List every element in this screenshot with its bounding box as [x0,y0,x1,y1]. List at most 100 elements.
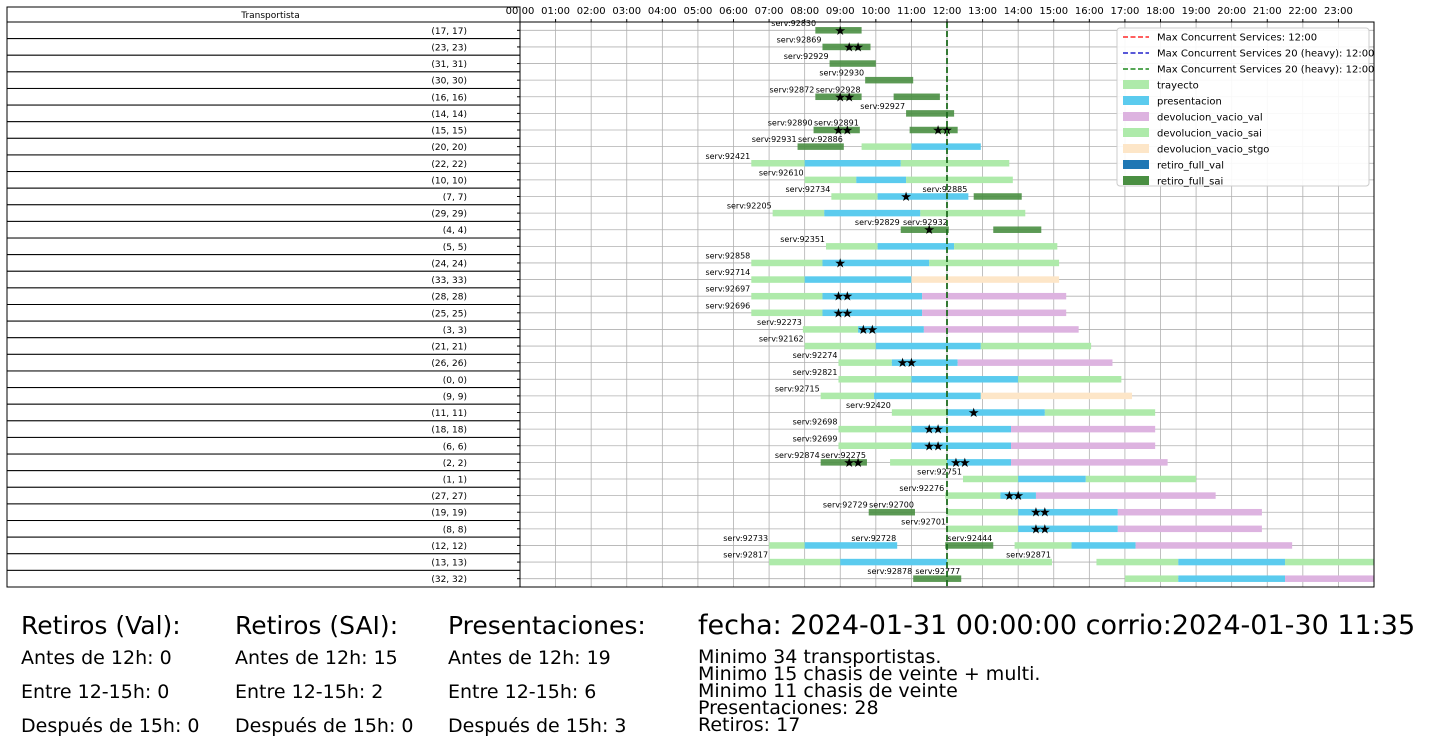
service-label: serv:92869 [777,35,822,44]
bar-trayecto [963,475,1019,483]
run-date-header: fecha: 2024-01-31 00:00:00 corrio:2024-0… [698,610,1416,641]
legend-label: presentacion [1157,97,1222,108]
bar-retiro-full-sai [909,126,958,134]
legend-box [1116,27,1370,187]
row-label: (11, 11) [431,409,467,419]
star-marker: ★ [950,456,962,471]
bar-trayecto [772,209,825,217]
x-tick-label: 21:00 [1253,6,1282,17]
bar-presentacion [1018,525,1118,533]
row-label: (21, 21) [431,343,467,353]
bar-presentacion [1000,492,1036,499]
row-label: (8, 8) [443,525,467,535]
info-line: Minimo 34 transportistas. [698,646,942,668]
bar-presentacion [856,176,907,184]
legend-swatch [1123,176,1149,185]
bar-retiro-full-sai [973,193,1022,200]
service-label: serv:92700 [869,501,914,510]
bar-trayecto [751,160,805,167]
bar-presentacion [804,160,901,167]
star-marker: ★ [852,456,864,471]
summary-pres-despues: Después de 15h: 3 [448,715,627,737]
service-label: serv:92274 [793,351,838,360]
bar-retiro-full-sai [993,226,1042,233]
bar-trayecto [1014,542,1072,549]
bar-trayecto [1096,558,1179,566]
x-tick-label: 23:00 [1324,6,1353,17]
service-label: serv:92696 [705,301,750,310]
bar-presentacion [804,276,912,283]
bar-trayecto [891,409,947,416]
bar-retiro-full-sai [813,126,860,134]
bar-trayecto [769,542,805,549]
bar-devolucion-vacio-sai [906,176,1013,184]
bar-trayecto [751,309,823,317]
x-tick-label: 15:00 [1039,6,1068,17]
star-marker: ★ [842,306,854,321]
service-label: serv:92829 [855,218,900,227]
service-label: serv:92205 [727,202,772,211]
star-marker: ★ [932,124,944,139]
row-label: (10, 10) [431,176,467,186]
bar-retiro-full-sai [906,110,955,117]
legend-label: devolucion_vacio_sai [1157,129,1262,140]
legend-label: retiro_full_val [1157,161,1224,172]
row-label: (15, 15) [431,127,467,137]
service-label: serv:92930 [819,69,864,78]
star-marker: ★ [833,290,845,305]
service-label: serv:92698 [793,418,838,427]
bar-trayecto [751,276,805,283]
gantt-chart: Transportista (17, 17) (23, 23) (31, 31) (30… [6,6,1375,588]
row-label: (7, 7) [443,193,467,203]
row-label: (6, 6) [443,442,467,452]
legend-label: Max Concurrent Services 20 (heavy): 12:0… [1157,49,1374,60]
summary-presentaciones: Presentaciones: Antes de 12h: 19 Entre 1… [448,611,646,743]
bar-devolucion-vacio-sai [1044,409,1156,416]
bar-trayecto [1124,575,1179,582]
bar-trayecto [838,442,912,449]
summary-sai-despues: Después de 15h: 0 [235,715,414,737]
info-line: Minimo 11 chasis de veinte [698,680,958,702]
service-label: serv:92874 [775,451,820,460]
star-marker: ★ [900,190,912,205]
bar-presentacion [1071,542,1136,549]
service-label: serv:92885 [923,185,968,194]
row-label: (14, 14) [431,110,467,120]
bar-presentacion [875,342,981,350]
star-marker: ★ [858,323,870,338]
bar-presentacion [877,243,955,250]
x-tick-label: 04:00 [648,6,677,17]
service-label: serv:92891 [814,119,859,128]
row-label: (32, 32) [431,575,467,585]
bar-devolucion-vacio-sai [954,243,1058,250]
bar-trayecto [947,508,1019,516]
x-tick-label: 00:00 [506,6,535,17]
legend-swatch [1123,112,1149,121]
bar-devolucion-vacio-sai [900,160,1010,167]
bar-trayecto [802,326,859,333]
bar-devolucion-vacio-sai [1285,558,1374,566]
bar-presentacion [824,209,921,217]
star-marker: ★ [1003,489,1015,504]
service-label: serv:92858 [705,251,750,260]
bar-devolucion-vacio-stgo [980,392,1133,400]
x-tick-label: 05:00 [684,6,713,17]
star-marker: ★ [906,356,918,371]
service-label: serv:92728 [851,534,896,543]
row-label: (33, 33) [431,276,467,286]
bar-trayecto [838,376,912,383]
bar-presentacion [1178,575,1286,582]
row-label: (12, 12) [431,542,467,552]
service-label: serv:92932 [903,218,948,227]
star-marker: ★ [923,423,935,438]
x-tick-label: 12:00 [933,6,962,17]
star-marker: ★ [1030,506,1042,521]
service-label: serv:92714 [705,268,750,277]
bar-devolucion-vacio-val [1011,425,1156,433]
service-label: serv:92421 [705,152,750,161]
x-tick-label: 20:00 [1217,6,1246,17]
x-tick-label: 17:00 [1111,6,1140,17]
row-label: (29, 29) [431,210,467,220]
legend-label: Max Concurrent Services: 12:00 [1157,33,1317,44]
row-label: (3, 3) [443,326,467,336]
